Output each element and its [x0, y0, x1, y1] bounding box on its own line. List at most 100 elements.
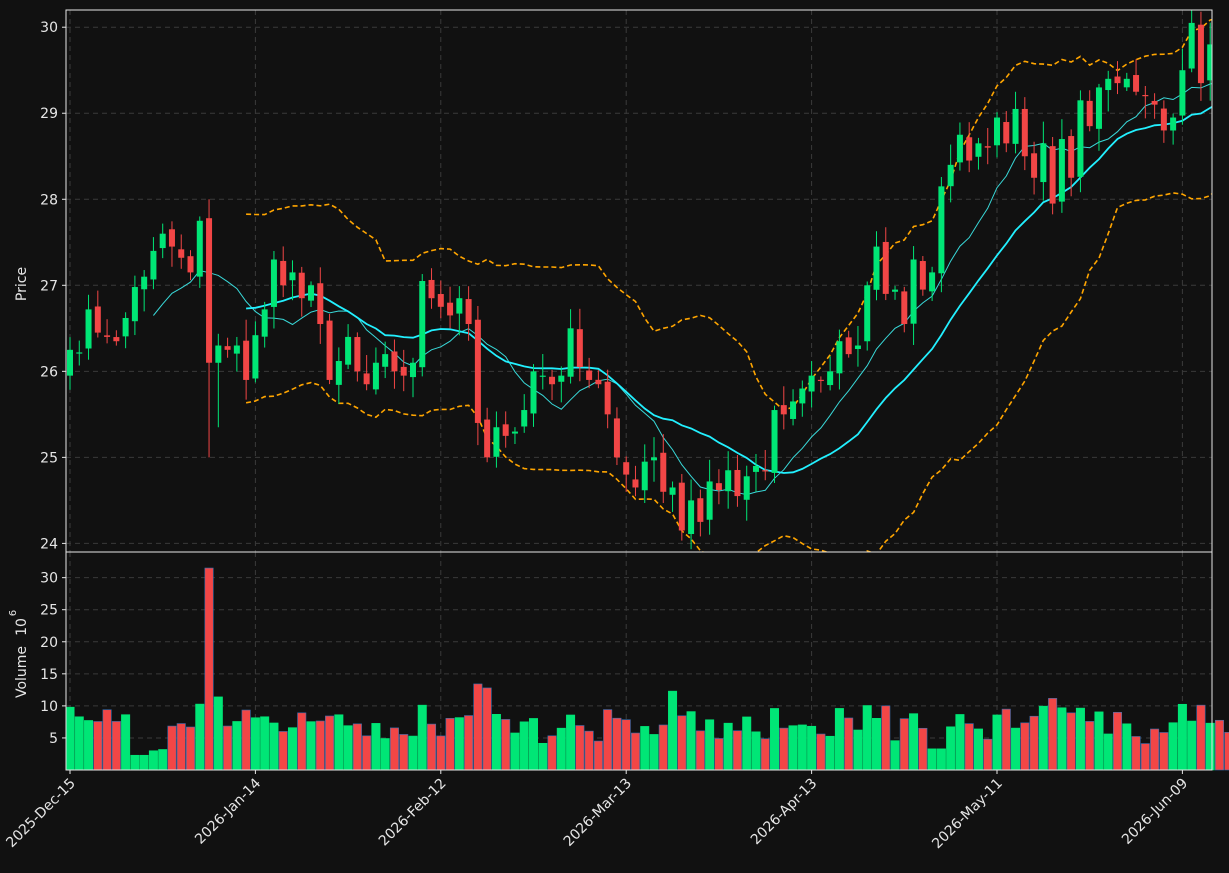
- candle: [437, 280, 444, 319]
- candle: [1151, 93, 1158, 119]
- date-tick-label: 2026-Mar-13: [561, 776, 635, 850]
- price-tick-label: 26: [40, 364, 58, 380]
- candle-body: [780, 405, 787, 415]
- candle: [159, 223, 166, 259]
- candle: [308, 281, 315, 308]
- date-tick-label: 2026-Jan-14: [192, 775, 264, 847]
- volume-bar: [130, 754, 140, 771]
- candle-body: [910, 259, 917, 324]
- grid-lines: [66, 10, 1212, 770]
- candle-body: [456, 298, 463, 314]
- candle: [854, 326, 861, 367]
- candle-body: [808, 375, 815, 392]
- candle-body: [706, 481, 713, 520]
- candle: [1160, 100, 1167, 143]
- candle: [956, 122, 963, 171]
- candle: [270, 251, 277, 329]
- volume-bar: [1214, 719, 1224, 771]
- volume-bar: [501, 719, 511, 771]
- candle-body: [567, 328, 574, 377]
- candle: [1105, 70, 1112, 112]
- candle-body: [206, 218, 213, 363]
- candle-body: [984, 146, 991, 148]
- volume-bar: [881, 705, 891, 771]
- volume-bar: [334, 714, 344, 771]
- volume-bar: [918, 727, 928, 771]
- candle-body: [428, 279, 435, 299]
- candle-body: [854, 345, 861, 350]
- candle-body: [882, 241, 889, 294]
- candle: [335, 347, 342, 405]
- candle-body: [595, 379, 602, 385]
- candle-body: [827, 371, 834, 386]
- candle: [595, 370, 602, 389]
- volume-bar: [871, 718, 881, 771]
- volume-bar: [1131, 736, 1141, 771]
- volume-bar: [890, 740, 900, 771]
- candle-body: [1160, 108, 1167, 131]
- candle-body: [743, 476, 750, 500]
- volume-bar: [287, 727, 297, 771]
- candle: [131, 275, 138, 336]
- candle-body: [1105, 78, 1112, 91]
- volume-bar: [973, 728, 983, 771]
- price-tick-label: 30: [40, 20, 58, 36]
- candle: [743, 465, 750, 521]
- candle-body: [465, 299, 472, 325]
- volume-bar: [74, 716, 84, 771]
- price-tick-labels: 24 25 26 27 28 29 30: [40, 20, 66, 552]
- volume-tick-label: 5: [49, 731, 58, 747]
- volume-bar: [1168, 722, 1178, 771]
- candle-body: [243, 340, 250, 380]
- candle: [76, 340, 83, 366]
- candle: [447, 286, 454, 329]
- volume-bar: [658, 724, 668, 771]
- candle-body: [122, 317, 129, 337]
- candle: [1077, 90, 1084, 193]
- candle-body: [586, 370, 593, 380]
- candle: [632, 465, 639, 497]
- candle: [326, 313, 333, 385]
- candle-body: [289, 272, 296, 281]
- candle-body: [623, 462, 630, 475]
- candle-body: [752, 465, 759, 472]
- candle-body: [604, 381, 611, 415]
- moving-averages: [153, 83, 1212, 496]
- candle-body: [224, 346, 231, 350]
- volume-bar: [232, 721, 242, 771]
- upper-band-line: [246, 18, 1212, 412]
- volume-bar: [278, 731, 288, 771]
- candle-body: [613, 418, 620, 458]
- candle-body: [734, 469, 741, 497]
- volume-bar: [927, 748, 937, 771]
- candle-body: [651, 457, 658, 461]
- volume-bar: [1057, 707, 1067, 771]
- volume-bar: [362, 735, 372, 771]
- candle-body: [817, 379, 824, 382]
- candle: [372, 347, 379, 395]
- volume-bar: [464, 715, 474, 771]
- volume-bar: [389, 727, 399, 771]
- volume-bar: [343, 725, 353, 771]
- candle: [817, 376, 824, 393]
- volume-bar: [760, 738, 770, 771]
- volume-bar: [102, 709, 112, 771]
- candle-body: [530, 371, 537, 414]
- volume-tick-labels: 5 10 15 20 25 30: [40, 571, 66, 747]
- volume-bar: [528, 718, 538, 771]
- volume-bar: [621, 719, 631, 771]
- candle-body: [1031, 153, 1038, 178]
- candle: [363, 355, 370, 391]
- volume-bar: [417, 704, 427, 771]
- candle-body: [1040, 143, 1047, 183]
- volume-bar: [1001, 708, 1011, 771]
- candle: [901, 286, 908, 333]
- candle-body: [76, 352, 83, 354]
- candle-body: [1179, 70, 1186, 116]
- volume-bar: [93, 721, 103, 771]
- date-tick-label: 2026-May-11: [929, 776, 1006, 853]
- candle: [660, 434, 667, 504]
- volume-bar: [816, 733, 826, 771]
- volume-bar: [862, 705, 872, 771]
- volume-bar: [723, 722, 733, 771]
